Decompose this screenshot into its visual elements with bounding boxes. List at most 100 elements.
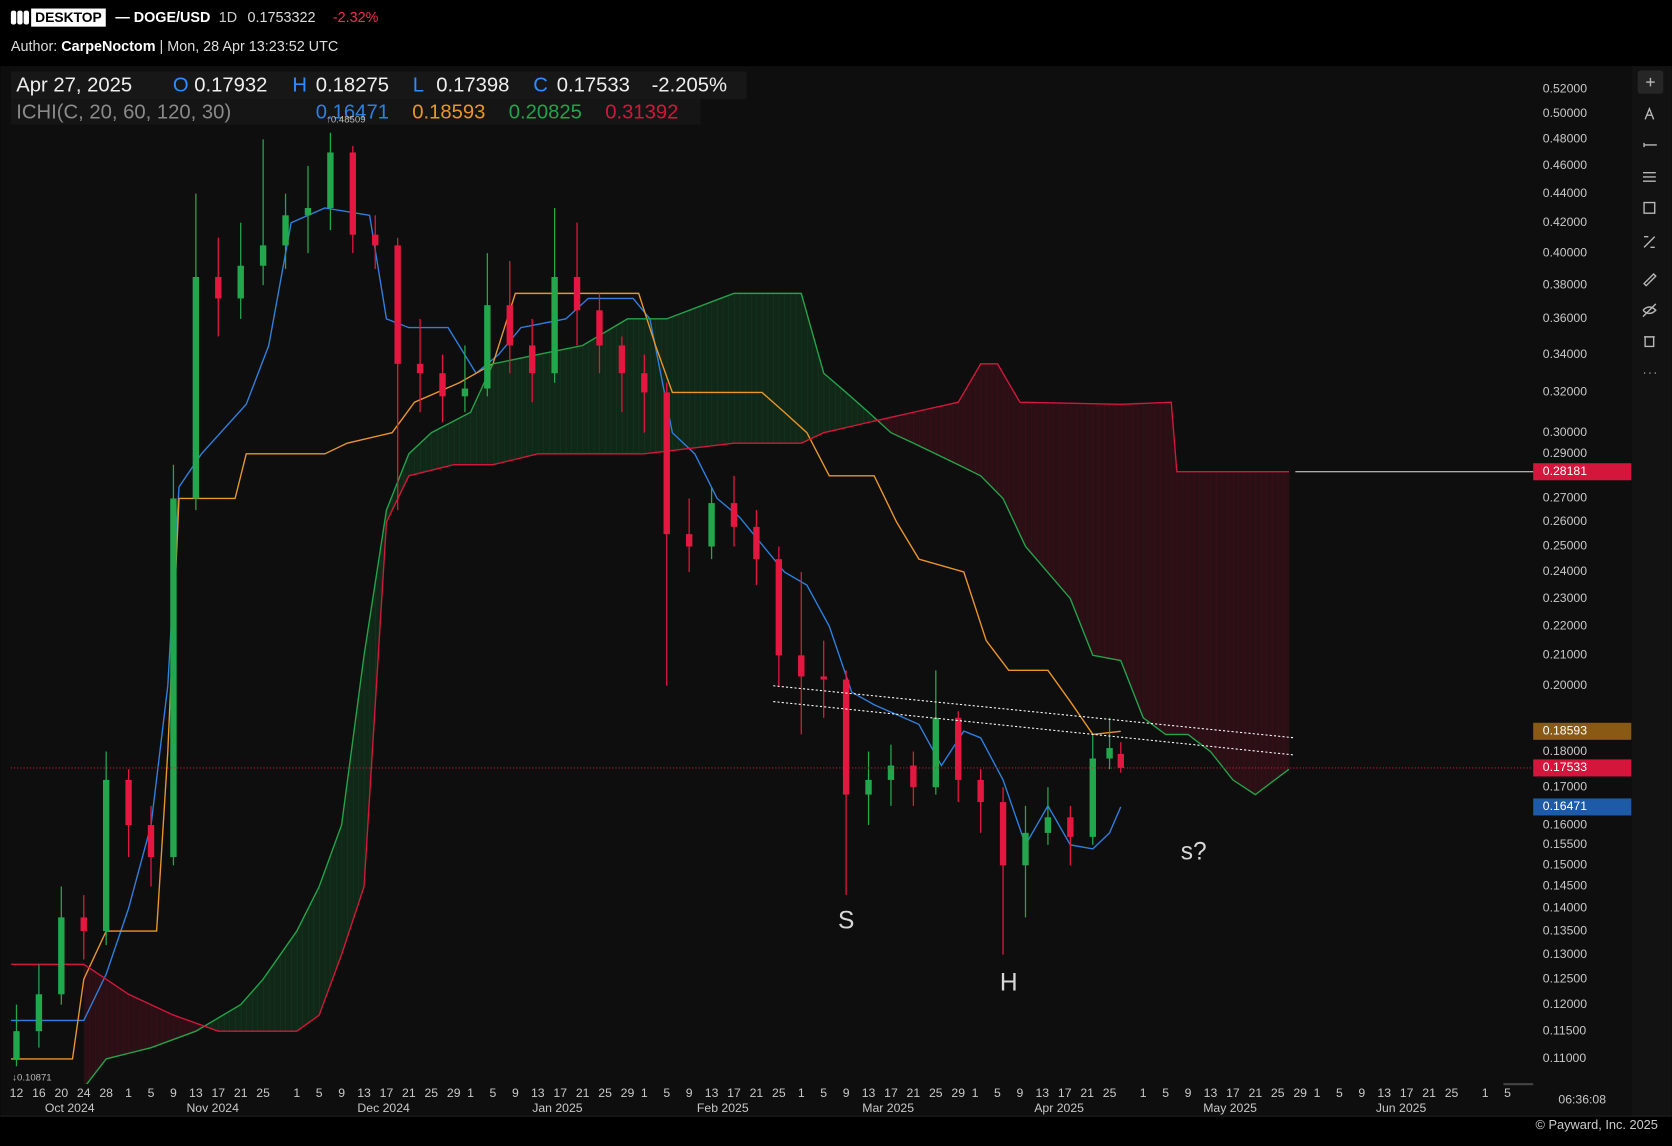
x-tick-label: 21 — [750, 1086, 764, 1100]
x-tick-label: 21 — [1422, 1086, 1436, 1100]
x-tick-label: 20 — [55, 1086, 69, 1100]
cloud-fill — [1283, 471, 1290, 774]
y-tick-label: 0.22000 — [1543, 619, 1587, 633]
cloud-fill — [571, 346, 578, 454]
cloud-fill — [756, 293, 763, 444]
cloud-fill — [279, 947, 287, 1032]
candle-body — [1022, 832, 1029, 866]
cloud-fill — [352, 697, 359, 921]
cloud-fill — [958, 392, 965, 468]
cloud-fill — [504, 360, 511, 462]
cloud-fill — [307, 897, 315, 1024]
month-label: May 2025 — [1203, 1101, 1257, 1115]
candle-body — [484, 305, 491, 389]
toolbar — [1631, 66, 1672, 1117]
cloud-fill — [599, 332, 606, 454]
timestamp: | Mon, 28 Apr 13:23:52 UTC — [160, 39, 339, 55]
legend-label: L — [413, 75, 424, 97]
legend-value: 0.18275 — [316, 75, 389, 97]
cloud-fill — [627, 318, 634, 454]
candle-body — [529, 345, 536, 374]
legend-label: O — [173, 75, 189, 97]
candle-body — [170, 498, 177, 858]
cloud-fill — [823, 373, 830, 433]
x-tick-label: 1 — [798, 1086, 805, 1100]
x-tick-label: 21 — [1249, 1086, 1263, 1100]
cloud-fill — [868, 412, 875, 423]
legend-row — [10, 99, 701, 125]
month-label: Feb 2025 — [697, 1101, 749, 1115]
extreme-label: ↑0.48509 — [326, 114, 365, 125]
candle-body — [753, 526, 760, 560]
legend-value: 0.17932 — [194, 75, 267, 97]
x-tick-label: 5 — [490, 1086, 497, 1100]
y-tick-label: 0.13500 — [1543, 923, 1587, 937]
cloud-fill — [1014, 392, 1021, 535]
tool-icon — [1646, 77, 1655, 87]
x-tick-label: 9 — [1358, 1086, 1365, 1100]
cloud-fill — [1244, 471, 1251, 791]
cloud-fill — [515, 358, 522, 460]
cloud-fill — [907, 412, 914, 444]
y-tick-label: 0.40000 — [1543, 245, 1587, 259]
candle-body — [1117, 753, 1124, 768]
cloud-fill — [554, 350, 561, 454]
x-tick-label: 9 — [686, 1086, 693, 1100]
y-tick-label: 0.17000 — [1543, 779, 1587, 793]
candle-body — [573, 276, 581, 311]
cloud-fill — [89, 968, 96, 1081]
x-tick-label: 17 — [553, 1086, 567, 1100]
cloud-fill — [577, 345, 584, 454]
x-tick-label: 13 — [1377, 1086, 1391, 1100]
cloud-fill — [459, 415, 466, 465]
legend-row — [10, 71, 747, 100]
month-label: Mar 2025 — [862, 1101, 914, 1115]
brand-badge — [31, 8, 106, 27]
cloud-fill — [442, 423, 449, 468]
cloud-fill — [128, 994, 135, 1054]
cloud-fill — [795, 293, 802, 444]
month-label: Jun 2025 — [1376, 1101, 1427, 1115]
cloud-fill — [986, 363, 993, 488]
y-tick-label: 0.11000 — [1543, 1051, 1587, 1065]
cloud-fill — [184, 1019, 191, 1036]
tool-icon — [1644, 336, 1655, 348]
cloud-fill — [375, 546, 382, 705]
cloud-fill — [386, 496, 393, 523]
cloud-fill — [1199, 471, 1206, 748]
x-tick-label: 1 — [1140, 1086, 1147, 1100]
x-tick-label: 5 — [1504, 1086, 1511, 1100]
cloud-fill — [1221, 471, 1228, 773]
cloud-fill — [94, 971, 102, 1074]
cloud-fill — [829, 378, 836, 432]
cloud-fill — [476, 388, 483, 465]
cloud-fill — [1176, 471, 1183, 735]
candle-body — [215, 276, 222, 299]
cloud-fill — [268, 963, 275, 1032]
cloud-fill — [694, 306, 701, 448]
cloud-fill — [1075, 403, 1083, 627]
cloud-fill — [464, 412, 472, 465]
plot-background — [0, 66, 1632, 1117]
cloud-fill — [358, 655, 365, 904]
cloud-fill — [324, 855, 331, 1000]
cloud-fill — [291, 931, 298, 1032]
cloud-fill — [330, 840, 337, 985]
indicator-value: 0.20825 — [509, 101, 582, 123]
cloud-fill — [1131, 403, 1139, 704]
cloud-fill — [1193, 471, 1200, 743]
cloud-fill — [728, 293, 735, 444]
cloud-fill — [235, 1004, 242, 1032]
x-tick-label: 9 — [1185, 1086, 1192, 1100]
y-tick-label: 0.50000 — [1543, 106, 1587, 120]
cloud-fill — [397, 467, 404, 499]
cloud-fill — [122, 990, 130, 1055]
tool-icon — [1642, 303, 1657, 318]
cloud-fill — [705, 301, 713, 447]
y-tick-label: 0.15500 — [1543, 837, 1587, 851]
change: -2.32% — [333, 10, 379, 26]
x-tick-label: 24 — [77, 1086, 91, 1100]
x-tick-label: 25 — [1103, 1086, 1117, 1100]
x-tick-label: 25 — [256, 1086, 270, 1100]
cloud-fill — [1103, 404, 1111, 659]
